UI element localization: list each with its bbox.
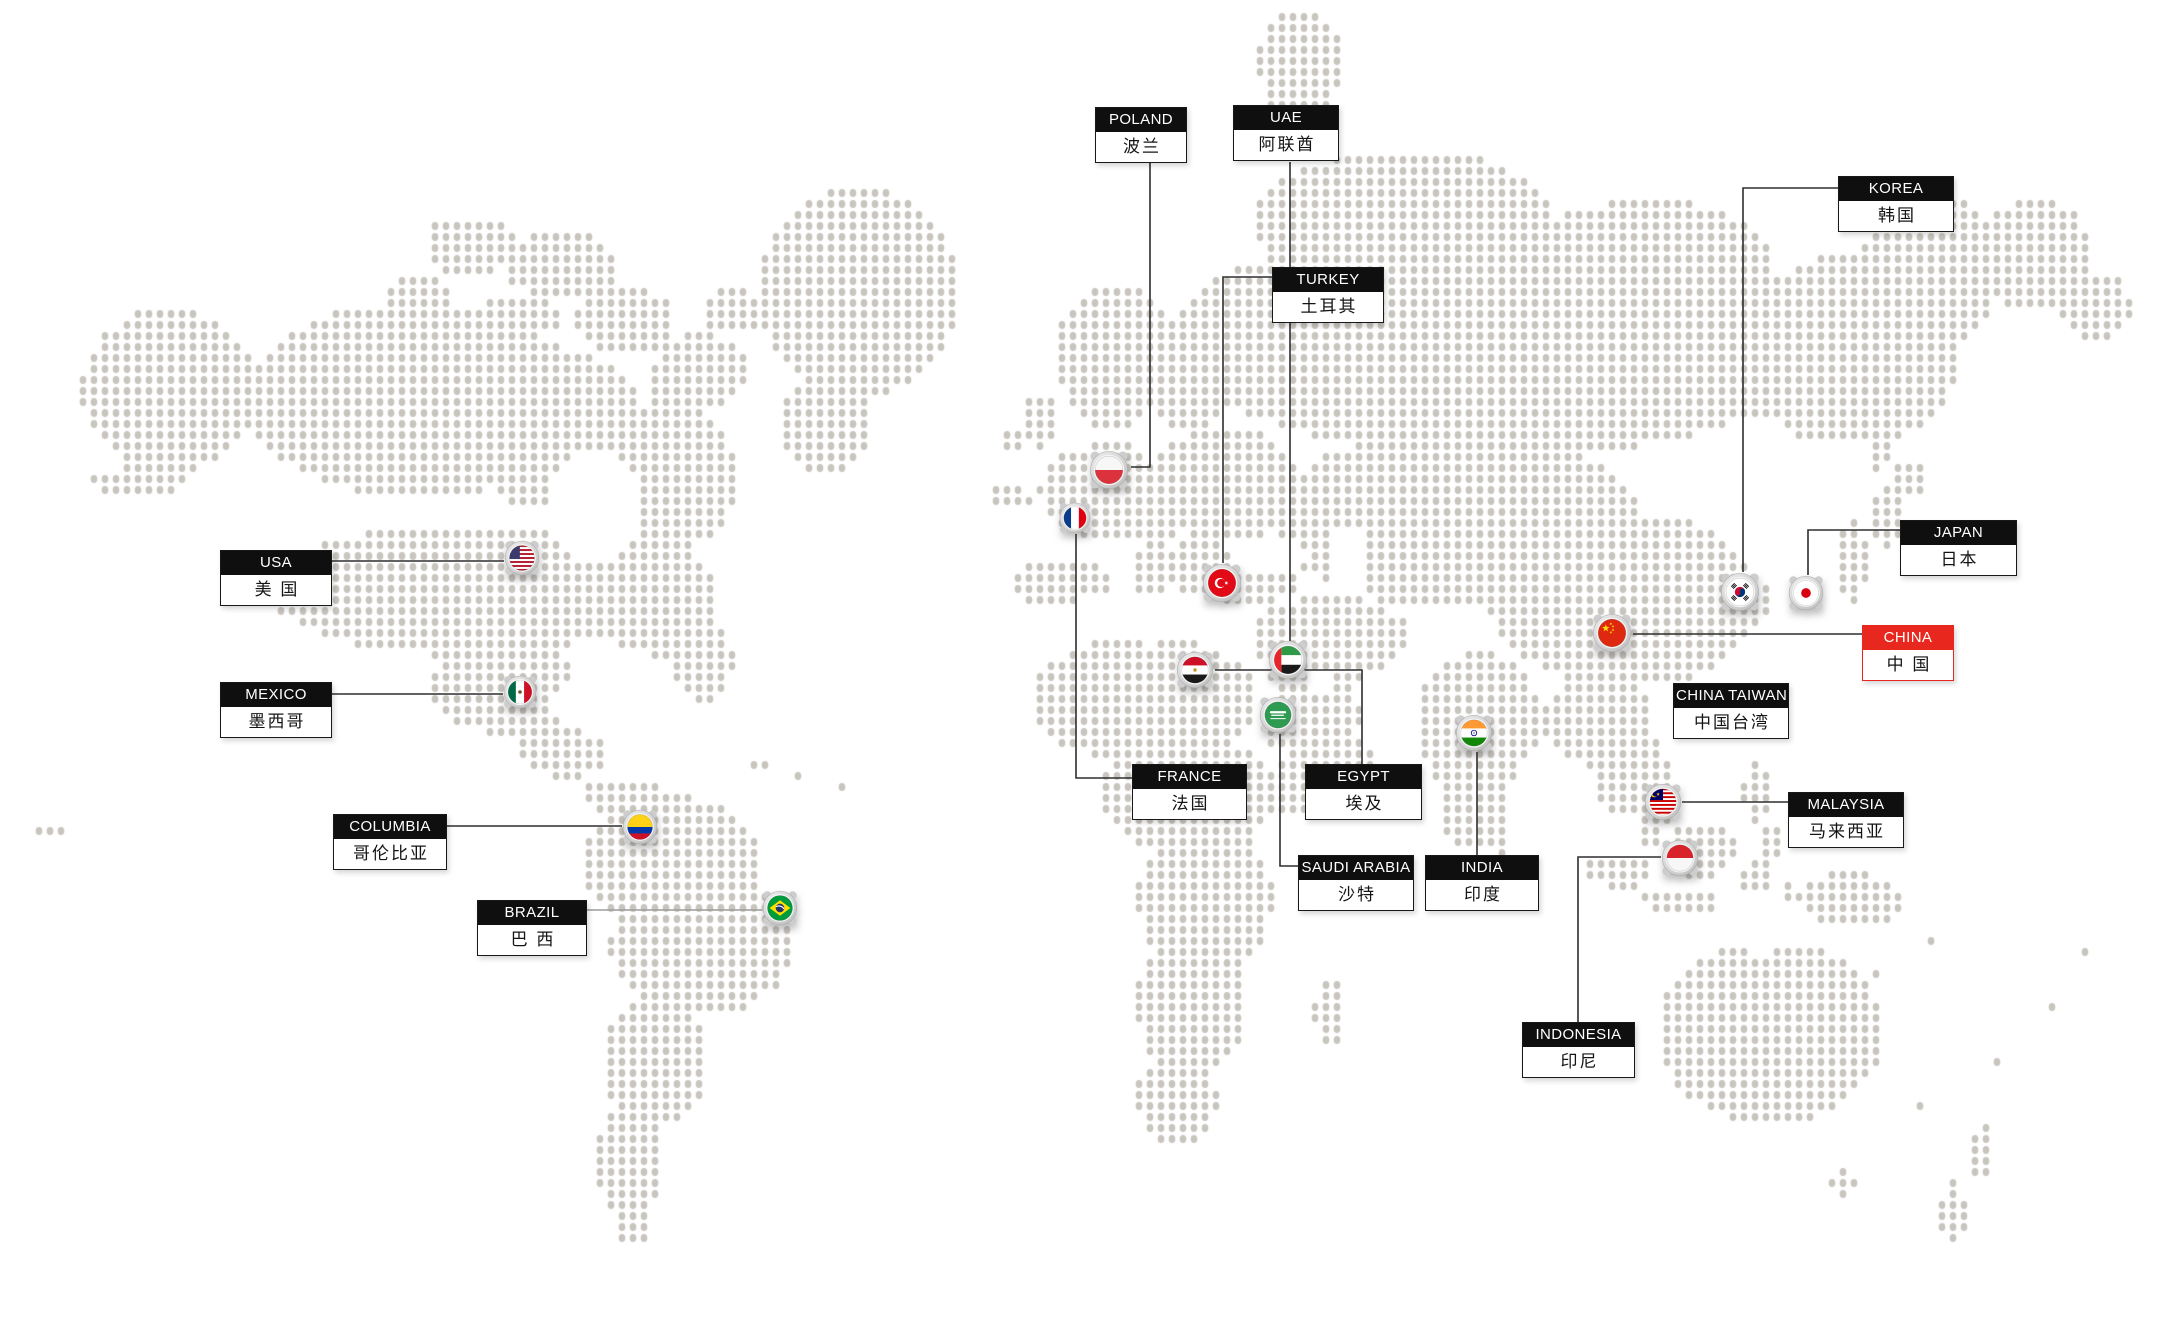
brazil-label-zh: 巴 西 <box>510 930 556 949</box>
turkey-connector-line <box>1222 276 1272 563</box>
brazil-label-en: BRAZIL <box>478 901 586 925</box>
korea-connector-line <box>1742 187 1838 572</box>
malaysia-map-pin <box>1643 782 1683 822</box>
brazil-label: BRAZIL 巴 西 <box>477 900 587 956</box>
china-label: CHINA 中 国 <box>1862 625 1954 681</box>
saudi-arabia-label: SAUDI ARABIA 沙特 <box>1298 855 1414 911</box>
egypt-label-zh: 埃及 <box>1345 794 1384 813</box>
mexico-label-zh: 墨西哥 <box>248 712 306 731</box>
saudi-arabia-map-pin <box>1258 695 1298 735</box>
malaysia-label-zh: 马来西亚 <box>1809 822 1885 841</box>
malaysia-label: MALAYSIA 马来西亚 <box>1788 792 1904 848</box>
india-label-zh: 印度 <box>1464 885 1502 904</box>
japan-flag-icon <box>1788 575 1824 611</box>
indonesia-connector-line <box>1577 856 1661 1022</box>
brazil-flag-icon <box>762 890 798 926</box>
korea-label: KOREA 韩国 <box>1838 176 1954 232</box>
egypt-connector-line <box>1215 669 1363 764</box>
brazil-map-pin <box>761 889 799 927</box>
columbia-label-zh: 哥伦比亚 <box>353 844 429 863</box>
columbia-label: COLUMBIA 哥伦比亚 <box>333 814 447 870</box>
mexico-label: MEXICO 墨西哥 <box>220 682 332 738</box>
china-flag-icon <box>1593 614 1631 652</box>
korea-map-pin <box>1719 571 1761 613</box>
china-label-zh: 中 国 <box>1886 655 1932 674</box>
china-label-en: CHINA <box>1863 626 1953 650</box>
poland-map-pin <box>1088 449 1130 491</box>
turkey-label-en: TURKEY <box>1273 268 1383 292</box>
japan-label-zh: 日本 <box>1940 550 1979 569</box>
france-label: FRANCE 法国 <box>1132 764 1247 820</box>
malaysia-flag-icon <box>1645 784 1681 820</box>
poland-flag-icon <box>1090 451 1128 489</box>
usa-map-pin <box>503 539 541 577</box>
indonesia-label-en: INDONESIA <box>1523 1023 1634 1047</box>
japan-map-pin <box>1787 574 1825 612</box>
korea-label-zh: 韩国 <box>1878 206 1916 225</box>
india-label-en: INDIA <box>1426 856 1538 880</box>
egypt-map-pin <box>1175 650 1215 690</box>
malaysia-label-en: MALAYSIA <box>1789 793 1903 817</box>
france-flag-icon <box>1059 502 1091 534</box>
japan-label: JAPAN 日本 <box>1900 520 2017 576</box>
uae-flag-icon <box>1269 641 1307 679</box>
korea-label-en: KOREA <box>1839 177 1953 201</box>
saudi-arabia-label-zh: 沙特 <box>1338 885 1376 904</box>
korea-flag-icon <box>1721 573 1759 611</box>
poland-label-en: POLAND <box>1096 108 1186 132</box>
egypt-label-en: EGYPT <box>1306 765 1421 789</box>
saudi-arabia-connector-line <box>1279 734 1298 867</box>
turkey-map-pin <box>1201 562 1243 604</box>
columbia-label-en: COLUMBIA <box>334 815 446 839</box>
egypt-label: EGYPT 埃及 <box>1305 764 1422 820</box>
japan-connector-line <box>1807 529 1900 575</box>
france-label-zh: 法国 <box>1171 794 1210 813</box>
turkey-label: TURKEY 土耳其 <box>1272 267 1384 323</box>
usa-label: USA 美 国 <box>220 550 332 606</box>
france-map-pin <box>1058 501 1092 535</box>
indonesia-flag-icon <box>1662 840 1698 876</box>
usa-label-zh: 美 国 <box>254 580 300 599</box>
uae-label: UAE 阿联酋 <box>1233 105 1339 161</box>
egypt-flag-icon <box>1177 652 1213 688</box>
indonesia-label-zh: 印尼 <box>1560 1052 1599 1071</box>
usa-label-en: USA <box>221 551 331 575</box>
uae-map-pin <box>1267 639 1309 681</box>
china-map-pin <box>1591 612 1633 654</box>
india-label: INDIA 印度 <box>1425 855 1539 911</box>
indonesia-label: INDONESIA 印尼 <box>1522 1022 1635 1078</box>
france-label-en: FRANCE <box>1133 765 1246 789</box>
poland-label: POLAND 波兰 <box>1095 107 1187 163</box>
mexico-flag-icon <box>503 675 537 709</box>
uae-label-zh: 阿联酋 <box>1258 135 1316 154</box>
japan-label-en: JAPAN <box>1901 521 2016 545</box>
poland-connector-line <box>1131 162 1151 468</box>
india-map-pin <box>1454 713 1494 753</box>
saudi-arabia-flag-icon <box>1260 697 1296 733</box>
turkey-flag-icon <box>1203 564 1241 602</box>
poland-label-zh: 波兰 <box>1123 137 1161 156</box>
china-taiwan-label-en: CHINA TAIWAN <box>1674 684 1788 708</box>
france-connector-line <box>1075 534 1132 779</box>
mexico-label-en: MEXICO <box>221 683 331 707</box>
columbia-map-pin <box>621 808 659 846</box>
china-taiwan-label-zh: 中国台湾 <box>1694 713 1770 732</box>
india-flag-icon <box>1456 715 1492 751</box>
indonesia-map-pin <box>1660 838 1700 878</box>
china-taiwan-label: CHINA TAIWAN 中国台湾 <box>1673 683 1789 739</box>
uae-label-en: UAE <box>1234 106 1338 130</box>
mexico-map-pin <box>502 674 538 710</box>
saudi-arabia-label-en: SAUDI ARABIA <box>1299 856 1413 880</box>
colombia-flag-icon <box>622 809 658 845</box>
usa-flag-icon <box>504 540 540 576</box>
turkey-label-zh: 土耳其 <box>1300 297 1358 316</box>
